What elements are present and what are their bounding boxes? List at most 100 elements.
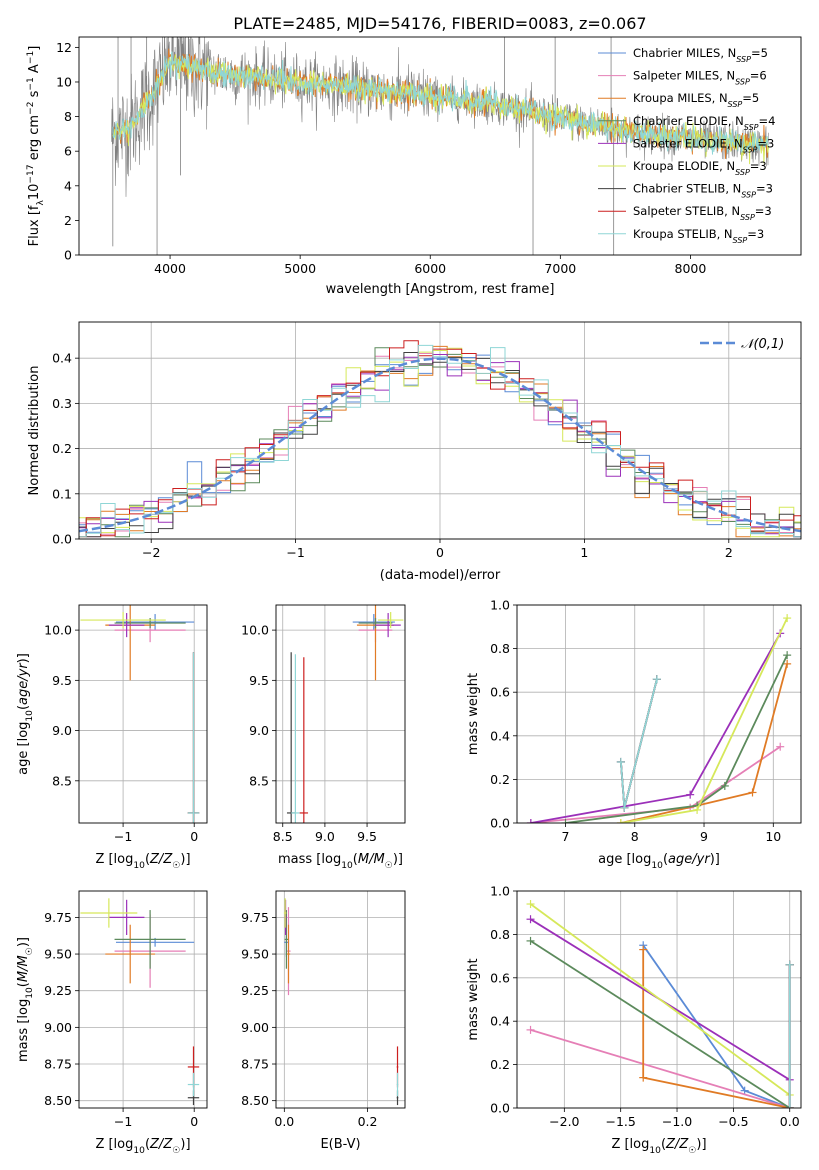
legend: 𝒩(0,1) — [700, 337, 784, 352]
y-tick-label: 0.4 — [490, 728, 510, 743]
y-tick-label: 9.5 — [249, 673, 269, 688]
legend-label: Chabrier ELODIE, NSSP=4 — [633, 114, 775, 132]
axes-frame — [275, 890, 406, 1109]
x-tick-label: 8.5 — [273, 829, 293, 844]
model-fit — [112, 54, 769, 165]
x-tick-label: 0 — [190, 829, 198, 844]
mass-weight-line — [529, 903, 791, 1096]
y-axis-label: mass [log10(M/M☉)] — [16, 937, 35, 1062]
plot-area — [80, 898, 200, 1106]
axes-frame — [78, 604, 208, 824]
y-tick-label: 9.5 — [52, 673, 72, 688]
y-tick-label: 2 — [64, 213, 72, 228]
panel-2: −1 0 8.5 9.0 9.5 10.0 Z [log10(Z/Z☉)] age [log1… — [16, 604, 208, 871]
axes-frame — [275, 604, 406, 824]
x-axis-label: Z [log10(Z/Z☉)] — [95, 1137, 190, 1156]
y-tick-label: 0.4 — [490, 1014, 510, 1029]
y-tick-label: 0.1 — [52, 486, 72, 501]
y-tick-label: 8.50 — [241, 1093, 269, 1108]
x-tick-label: −0.5 — [718, 1114, 748, 1129]
y-tick-label: 0.4 — [52, 351, 72, 366]
plot-area — [283, 898, 399, 1106]
y-tick-label: 6 — [64, 144, 72, 159]
y-tick-label: 0 — [64, 248, 72, 263]
x-tick-label: 7000 — [544, 261, 576, 276]
x-axis-label: age [log10(age/yr)] — [598, 852, 720, 871]
x-tick-label: −1 — [286, 545, 304, 560]
y-tick-label: 4 — [64, 178, 72, 193]
y-tick-label: 8.5 — [249, 773, 269, 788]
panel-1: −2 −1 0 1 2 0.0 0.1 0.2 0.3 0.4 (data-model)/error… — [27, 321, 802, 583]
x-tick-label: −2 — [142, 545, 160, 560]
y-tick-label: 0.8 — [490, 641, 510, 656]
y-axis-label: Normed distribution — [27, 366, 42, 496]
y-tick-label: 0.6 — [490, 685, 510, 700]
x-tick-label: 7 — [562, 829, 570, 844]
x-tick-label: 0.2 — [358, 1114, 378, 1129]
mass-weight-line — [642, 949, 790, 1108]
mass-weight-line — [642, 944, 791, 1108]
residual-histogram — [79, 354, 801, 538]
x-tick-label: 8 — [631, 829, 639, 844]
plot-area — [79, 340, 801, 538]
legend-label: 𝒩(0,1) — [741, 337, 784, 352]
x-tick-label: 0 — [436, 545, 444, 560]
chart-title: PLATE=2485, MJD=54176, FIBERID=0083, z=0… — [233, 14, 646, 33]
mass-weight-line — [620, 663, 788, 823]
y-tick-label: 8.75 — [44, 1057, 72, 1072]
legend-label: Kroupa STELIB, NSSP=3 — [633, 227, 764, 245]
plot-area — [526, 614, 792, 823]
y-tick-label: 10.0 — [44, 623, 72, 638]
y-tick-label: 1.0 — [490, 884, 510, 899]
x-tick-label: 4000 — [154, 261, 186, 276]
x-tick-label: 2 — [725, 545, 733, 560]
y-tick-label: 0.6 — [490, 970, 510, 985]
panel-6: 0.0 0.2 8.50 8.75 9.00 9.25 9.50 9.75 E(B-V) — [241, 890, 406, 1152]
y-tick-label: 9.0 — [249, 723, 269, 738]
legend-label: Salpeter MILES, NSSP=6 — [633, 69, 767, 87]
x-tick-label: 6000 — [414, 261, 446, 276]
y-tick-label: 9.00 — [241, 1020, 269, 1035]
y-tick-label: 0.0 — [490, 1101, 510, 1116]
normal-curve — [79, 357, 801, 533]
x-axis-label: (data-model)/error — [380, 568, 501, 583]
y-tick-label: 9.00 — [44, 1020, 72, 1035]
x-tick-label: 0 — [190, 1114, 198, 1129]
axes-frame — [78, 890, 208, 1109]
y-axis-label: mass weight — [466, 673, 481, 755]
axes-frame — [78, 321, 802, 540]
x-axis-label: E(B-V) — [320, 1137, 360, 1152]
y-axis-label: mass weight — [466, 958, 481, 1040]
x-tick-label: 8000 — [675, 261, 707, 276]
x-tick-label: −1 — [114, 829, 132, 844]
panel-5: −1 0 8.50 8.75 9.00 9.25 9.50 9.75 Z [log10(Z/Z☉… — [16, 890, 208, 1156]
y-tick-label: 12 — [56, 40, 72, 55]
x-tick-label: 0.0 — [780, 1114, 800, 1129]
residual-histogram — [79, 344, 801, 538]
legend-label: Kroupa MILES, NSSP=5 — [633, 91, 759, 109]
panel-0: 4000 5000 6000 7000 8000 0 2 4 6 8 10 12 wavelength … — [26, 36, 802, 297]
y-tick-label: 9.25 — [44, 983, 72, 998]
y-tick-label: 0.3 — [52, 396, 72, 411]
x-tick-label: −1 — [114, 1114, 132, 1129]
y-tick-label: 8.75 — [241, 1057, 269, 1072]
residual-histogram — [79, 345, 801, 538]
mass-weight-line — [565, 654, 788, 823]
legend-label: Salpeter STELIB, NSSP=3 — [633, 204, 772, 222]
y-axis-label: age [log10(age/yr)] — [16, 653, 35, 775]
y-tick-label: 9.25 — [241, 983, 269, 998]
y-tick-label: 0.0 — [490, 816, 510, 831]
y-tick-label: 9.75 — [44, 910, 72, 925]
legend-label: Chabrier STELIB, NSSP=3 — [633, 182, 773, 200]
y-tick-label: 0.0 — [52, 532, 72, 547]
x-tick-label: 9.5 — [357, 829, 377, 844]
plot-area — [80, 605, 200, 823]
y-axis-label: Flux [fλ10−17 erg cm−2 s−1 A−1] — [26, 46, 46, 247]
y-tick-label: 8 — [64, 109, 72, 124]
x-axis-label: wavelength [Angstrom, rest frame] — [326, 282, 555, 297]
x-axis-label: mass [log10(M/M☉)] — [278, 852, 403, 871]
x-tick-label: 9.0 — [315, 829, 335, 844]
y-tick-label: 8.50 — [44, 1093, 72, 1108]
axes-frame — [516, 604, 802, 824]
